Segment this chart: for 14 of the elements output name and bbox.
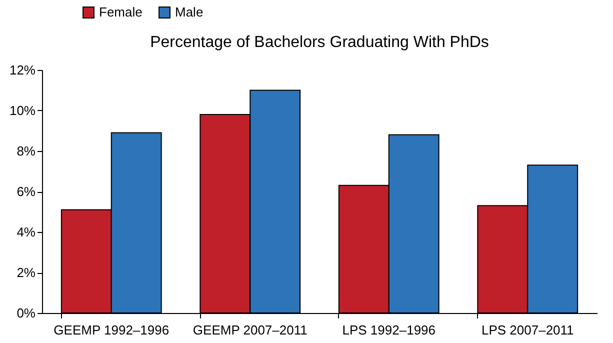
legend-label: Female <box>99 4 142 20</box>
y-tick-label: 10% <box>9 103 36 118</box>
x-tick-label: GEEMP 2007–2011 <box>192 322 308 338</box>
y-tick-label: 4% <box>16 224 36 240</box>
y-tick-label: 8% <box>16 144 36 158</box>
y-tick-label: 12% <box>9 62 36 78</box>
x-tick-label: GEEMP 1992–1996 <box>54 322 170 338</box>
chart-title: Percentage of Bachelors Graduating With PhDs <box>150 34 489 51</box>
y-tick-label: 0% <box>16 306 36 320</box>
x-tick-label: LPS 2007–2011 <box>481 322 574 338</box>
x-tick-label: LPS 1992–1996 <box>342 322 436 338</box>
legend-label: Male <box>175 4 204 20</box>
y-tick-label: 6% <box>16 184 36 199</box>
y-tick-label: 2% <box>16 265 36 280</box>
